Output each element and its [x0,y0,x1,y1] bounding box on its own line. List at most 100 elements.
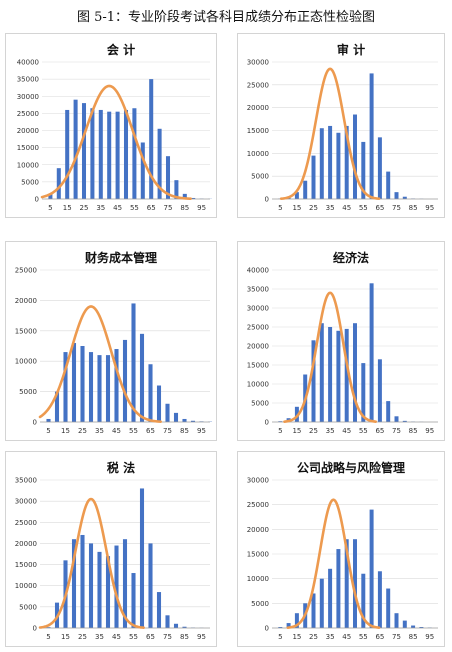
bar [394,416,399,422]
y-tick-label: 25000 [247,501,269,509]
x-tick-label: 45 [112,427,121,435]
x-tick-label: 85 [409,633,418,641]
y-tick-label: 30000 [247,477,269,485]
bar [319,323,324,422]
chart-svg: 财务成本管理 0 5000 10000 15000 20000 25000 5 15 25 35 45… [15,250,213,435]
bar [149,79,154,199]
normal-curve [40,84,192,201]
y-tick-label: 0 [35,196,39,204]
bar [122,339,128,422]
y-tick-label: 15000 [247,551,269,559]
y-tick-label: 25000 [17,110,39,118]
bar [294,192,299,199]
x-tick-label: 5 [46,427,50,435]
bar [140,142,145,199]
bar [115,111,120,199]
x-tick-label: 75 [392,427,401,435]
x-tick-label: 65 [375,204,384,212]
x-tick-label: 95 [425,427,434,435]
normal-curve [283,291,378,423]
x-tick-label: 85 [180,633,189,641]
x-tick-label: 65 [146,633,155,641]
bar [419,627,424,628]
bar [90,108,95,199]
x-tick-label: 35 [95,427,104,435]
bar [361,141,366,199]
y-tick-label: 0 [265,419,269,427]
chart-panel-tax-law: 税 法 0 5000 10000 15000 20000 25000 30000 35000 5 1… [5,451,217,647]
y-tick-label: 15000 [17,144,39,152]
x-tick-label: 5 [278,204,282,212]
bar [278,627,283,628]
bar [344,539,349,628]
y-tick-label: 15000 [247,362,269,370]
y-tick-label: 10000 [247,150,269,158]
x-tick-label: 65 [375,633,384,641]
bar [107,111,112,199]
x-tick-label: 15 [292,204,301,212]
bar [156,592,162,628]
x-tick-label: 15 [61,633,70,641]
bar [190,420,196,422]
x-tick-label: 25 [80,204,89,212]
bar [311,155,316,199]
bar [80,534,85,628]
bar [294,613,299,628]
y-tick-label: 15000 [247,127,269,135]
bar [73,99,78,199]
x-tick-label: 45 [342,427,351,435]
bar [361,363,366,422]
bar [71,342,77,422]
chart-title: 公司战略与风险管理 [297,460,405,475]
bar [114,349,119,422]
bar [97,355,102,422]
y-tick-label: 25000 [15,519,37,527]
bar [344,328,349,422]
x-tick-label: 65 [375,427,384,435]
bar [328,327,333,422]
bar [328,125,333,199]
bar [165,615,170,628]
bar [369,509,374,628]
normal-curve [38,305,162,423]
normal-curve [38,497,145,629]
x-tick-label: 65 [146,427,155,435]
bar [71,539,77,628]
bar [369,73,374,199]
x-tick-label: 35 [326,633,335,641]
y-tick-label: 20000 [247,104,269,112]
bar [165,403,170,422]
bar [353,323,357,422]
x-tick-label: 15 [292,427,301,435]
y-tick-label: 20000 [15,540,37,548]
y-tick-label: 30000 [247,59,269,67]
bar [48,193,53,199]
bar [157,128,162,199]
bar [63,352,68,422]
x-tick-label: 55 [129,427,138,435]
y-tick-label: 25000 [15,267,37,275]
y-tick-label: 0 [33,419,37,427]
bar [88,543,94,628]
x-tick-label: 15 [292,633,301,641]
chart-panel-audit: 审 计 0 5000 10000 15000 20000 25000 30000 5 15 25 35… [237,33,445,218]
x-tick-label: 15 [63,204,72,212]
y-tick-label: 10000 [247,381,269,389]
x-tick-label: 5 [278,427,282,435]
x-tick-label: 75 [392,633,401,641]
bar [173,412,179,422]
bar [165,156,171,199]
bar [148,364,153,422]
bar [105,556,111,628]
bar [131,573,136,628]
y-tick-label: 25000 [247,324,269,332]
y-tick-label: 10000 [247,575,269,583]
y-tick-label: 40000 [247,267,269,275]
chart-title: 会 计 [107,42,135,57]
chart-title: 经济法 [333,250,369,265]
bar [336,549,341,628]
x-tick-label: 85 [180,204,189,212]
x-tick-label: 85 [409,427,418,435]
bar [97,551,102,628]
x-tick-label: 35 [326,427,335,435]
